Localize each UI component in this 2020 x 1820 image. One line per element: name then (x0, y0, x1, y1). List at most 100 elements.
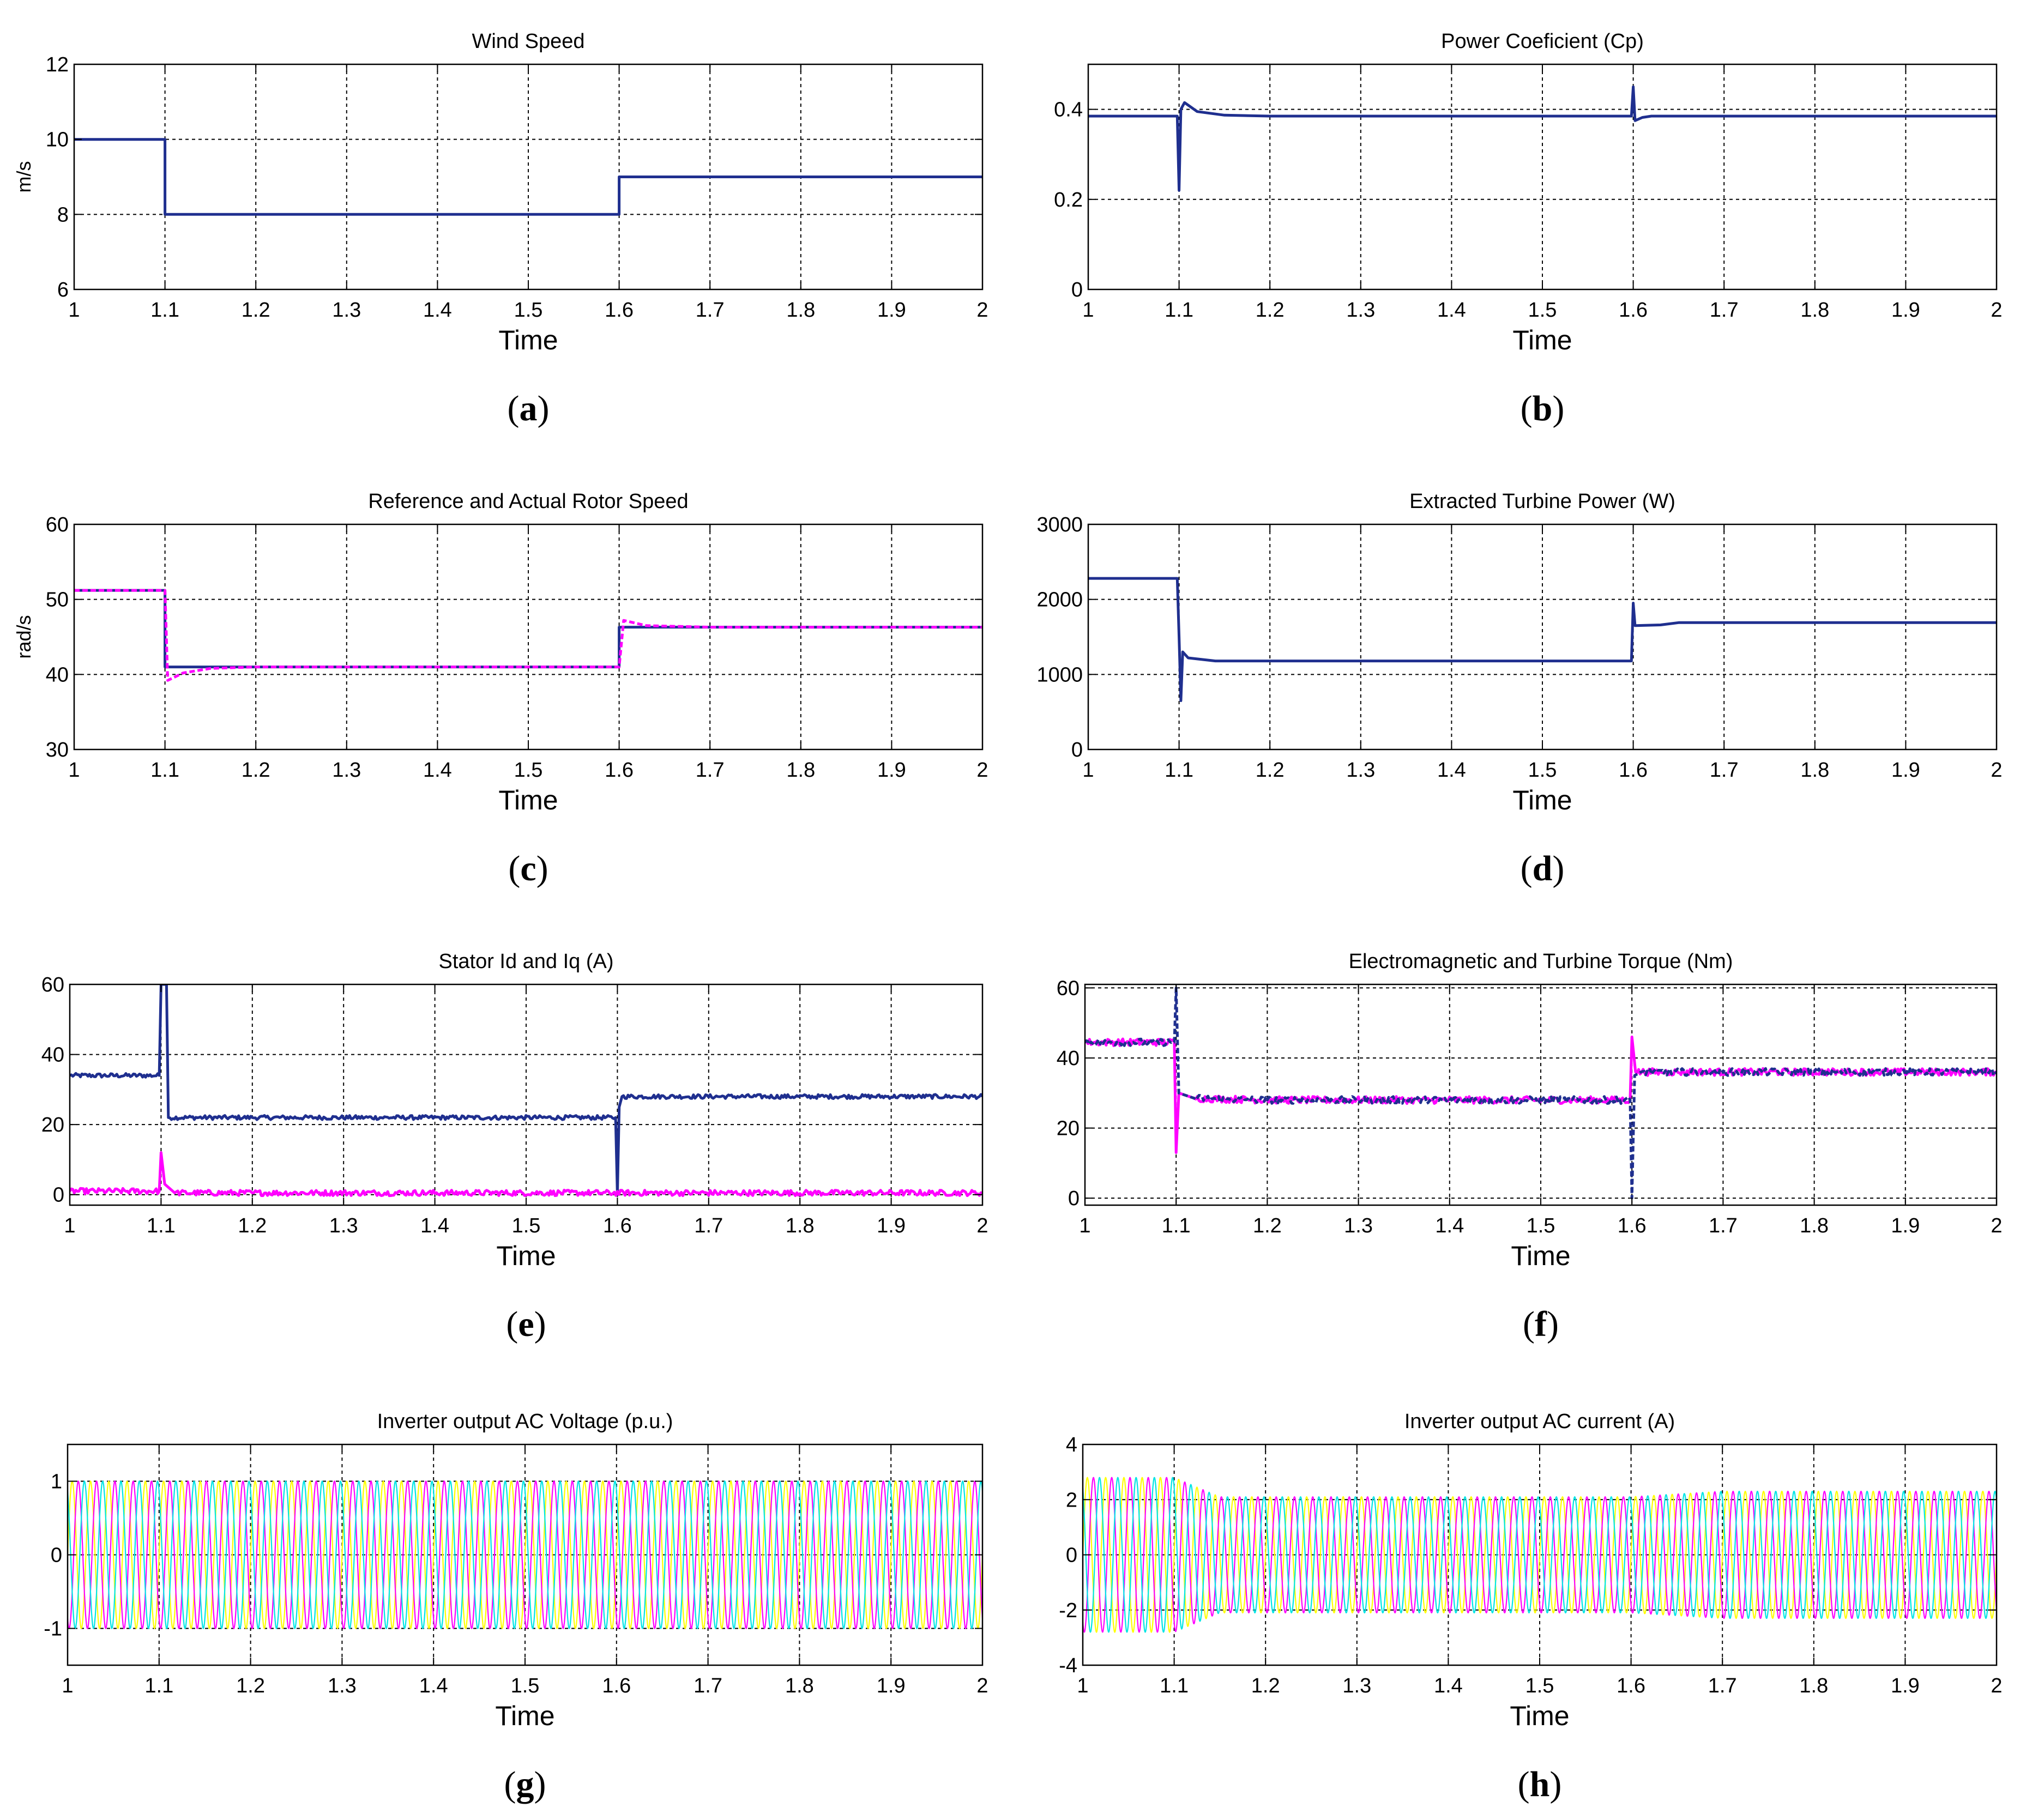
x-tick-label: 1.3 (1342, 1674, 1371, 1697)
x-tick-label: 1.7 (1708, 1674, 1737, 1697)
x-tick-label: 1.9 (1891, 299, 1920, 322)
x-tick-label: 1.5 (1527, 1214, 1555, 1237)
x-tick-label: 1.8 (785, 1674, 814, 1697)
y-tick-label: 40 (41, 1044, 64, 1067)
chart-title: Stator Id and Iq (A) (438, 950, 613, 973)
x-tick-label: 1.5 (1528, 759, 1557, 782)
x-tick-label: 1.5 (1528, 299, 1557, 322)
y-tick-label: 0 (1066, 1544, 1077, 1567)
panel-caption: (b) (1521, 389, 1565, 428)
y-tick-label: -4 (1059, 1654, 1077, 1677)
panel-caption: (c) (508, 849, 548, 888)
x-tick-label: 1.7 (696, 299, 725, 322)
x-tick-label: 1.4 (1437, 299, 1466, 322)
x-tick-label: 1.4 (1435, 1214, 1464, 1237)
chart-panel-f: 1 1.1 1.2 1.3 1.4 1.5 1.6 1.7 1.8 1.9 20204060Elec… (1057, 950, 2003, 1344)
x-tick-label: 1.3 (328, 1674, 357, 1697)
x-tick-label: 1.7 (1710, 759, 1739, 782)
chart-panel-a: 1 1.1 1.2 1.3 1.4 1.5 1.6 1.7 1.8 1.9 2 6 8 10 12 Wind … (13, 30, 988, 428)
y-tick-label: 0.4 (1054, 99, 1083, 122)
chart-title: Wind Speed (472, 30, 584, 53)
y-tick-label: 60 (46, 513, 69, 536)
x-tick-label: 1.6 (1618, 1214, 1647, 1237)
x-tick-label: 1.4 (1434, 1674, 1463, 1697)
x-tick-label: 1.5 (514, 299, 543, 322)
x-tick-label: 1.9 (1891, 1214, 1920, 1237)
x-tick-label: 1.6 (605, 299, 634, 322)
chart-title: Electromagnetic and Turbine Torque (Nm) (1349, 950, 1733, 973)
x-tick-label: 1 (68, 299, 80, 322)
x-tick-label: 1.8 (1800, 1214, 1829, 1237)
x-tick-label: 1.7 (1709, 1214, 1738, 1237)
y-tick-label: 10 (46, 129, 69, 152)
x-tick-label: 1.9 (1891, 1674, 1920, 1697)
x-tick-label: 1.1 (150, 299, 179, 322)
x-tick-label: 1.5 (514, 759, 543, 782)
series-group (1085, 986, 1997, 1200)
x-tick-label: 2 (976, 299, 988, 322)
x-tick-label: 1.6 (605, 759, 634, 782)
x-tick-label: 1.9 (877, 299, 906, 322)
y-tick-label: 0 (53, 1184, 64, 1207)
x-tick-label: 1 (1082, 759, 1094, 782)
y-tick-label: 20 (1057, 1117, 1080, 1140)
chart-panel-b: 1 1.1 1.2 1.3 1.4 1.5 1.6 1.7 1.8 1.9 2 0 0.2 0.4 Powe… (1054, 30, 2002, 428)
x-tick-label: 1.8 (1800, 759, 1829, 782)
chart-panel-e: 1 1.1 1.2 1.3 1.4 1.5 1.6 1.7 1.8 1.9 20204060Stat… (41, 950, 988, 1344)
x-tick-label: 2 (1991, 299, 2002, 322)
phase-line-3 (1083, 1477, 1997, 1633)
panel-caption: (f) (1523, 1304, 1559, 1344)
y-tick-label: -2 (1059, 1599, 1077, 1622)
panel-caption: (h) (1518, 1764, 1562, 1804)
y-tick-label: 50 (46, 589, 69, 612)
y-tick-label: -1 (44, 1618, 62, 1641)
y-tick-label: 40 (46, 663, 69, 686)
series-group (74, 138, 982, 216)
panel-caption: (g) (504, 1764, 546, 1804)
chart-panel-h: 1 1.1 1.2 1.3 1.4 1.5 1.6 1.7 1.8 1.9 2 -4 -2 0 2 4 Inve… (1059, 1410, 2002, 1804)
phase-line-3 (68, 1480, 982, 1629)
x-tick-label: 1.5 (1525, 1674, 1554, 1697)
x-tick-label: 1.4 (423, 299, 452, 322)
x-tick-label: 1.9 (877, 1214, 906, 1237)
x-tick-label: 1.2 (236, 1674, 265, 1697)
y-tick-label: 2000 (1036, 589, 1083, 612)
x-tick-label: 1.9 (1891, 759, 1920, 782)
chart-panel-d: 1 1.1 1.2 1.3 1.4 1.5 1.6 1.7 1.8 1.9 2 0 1000 2000 30… (1036, 490, 2002, 888)
x-tick-label: 2 (976, 759, 988, 782)
x-axis-label: Time (498, 325, 558, 355)
y-tick-label: 4 (1066, 1434, 1077, 1456)
panel-caption: (a) (508, 389, 550, 428)
phase-line-2 (68, 1480, 982, 1629)
x-tick-label: 1.7 (696, 759, 725, 782)
y-tick-label: 0 (1071, 279, 1083, 301)
x-tick-label: 1.3 (1346, 299, 1375, 322)
x-tick-label: 1.3 (332, 759, 361, 782)
y-tick-label: 0.2 (1054, 189, 1083, 211)
y-axis-label: rad/s (13, 615, 35, 658)
x-tick-label: 1 (68, 759, 80, 782)
y-tick-label: 40 (1057, 1047, 1080, 1070)
x-axis-label: Time (1510, 1701, 1569, 1731)
x-tick-label: 1.2 (1256, 299, 1285, 322)
y-tick-label: 20 (41, 1114, 64, 1136)
chart-title: Power Coeficient (Cp) (1441, 30, 1644, 53)
x-tick-label: 1.1 (1165, 759, 1193, 782)
x-tick-label: 2 (1991, 1214, 2002, 1237)
x-tick-label: 1.4 (423, 759, 452, 782)
chart-panel-c: 1 1.1 1.2 1.3 1.4 1.5 1.6 1.7 1.8 1.9 2 30 40 50 60 Ref… (13, 490, 988, 888)
x-tick-label: 1.5 (512, 1214, 541, 1237)
y-tick-label: 0 (51, 1544, 62, 1567)
x-tick-label: 1.8 (1799, 1674, 1828, 1697)
x-tick-label: 1.2 (1253, 1214, 1282, 1237)
x-tick-label: 1.8 (786, 1214, 815, 1237)
series-line-iq (70, 984, 982, 1196)
x-tick-label: 1 (1082, 299, 1094, 322)
x-tick-label: 1.6 (1619, 299, 1648, 322)
x-tick-label: 1.3 (329, 1214, 358, 1237)
y-tick-label: 60 (1057, 977, 1080, 1000)
x-tick-label: 1.1 (150, 759, 179, 782)
series-group (68, 1480, 982, 1630)
series-group (74, 589, 982, 682)
